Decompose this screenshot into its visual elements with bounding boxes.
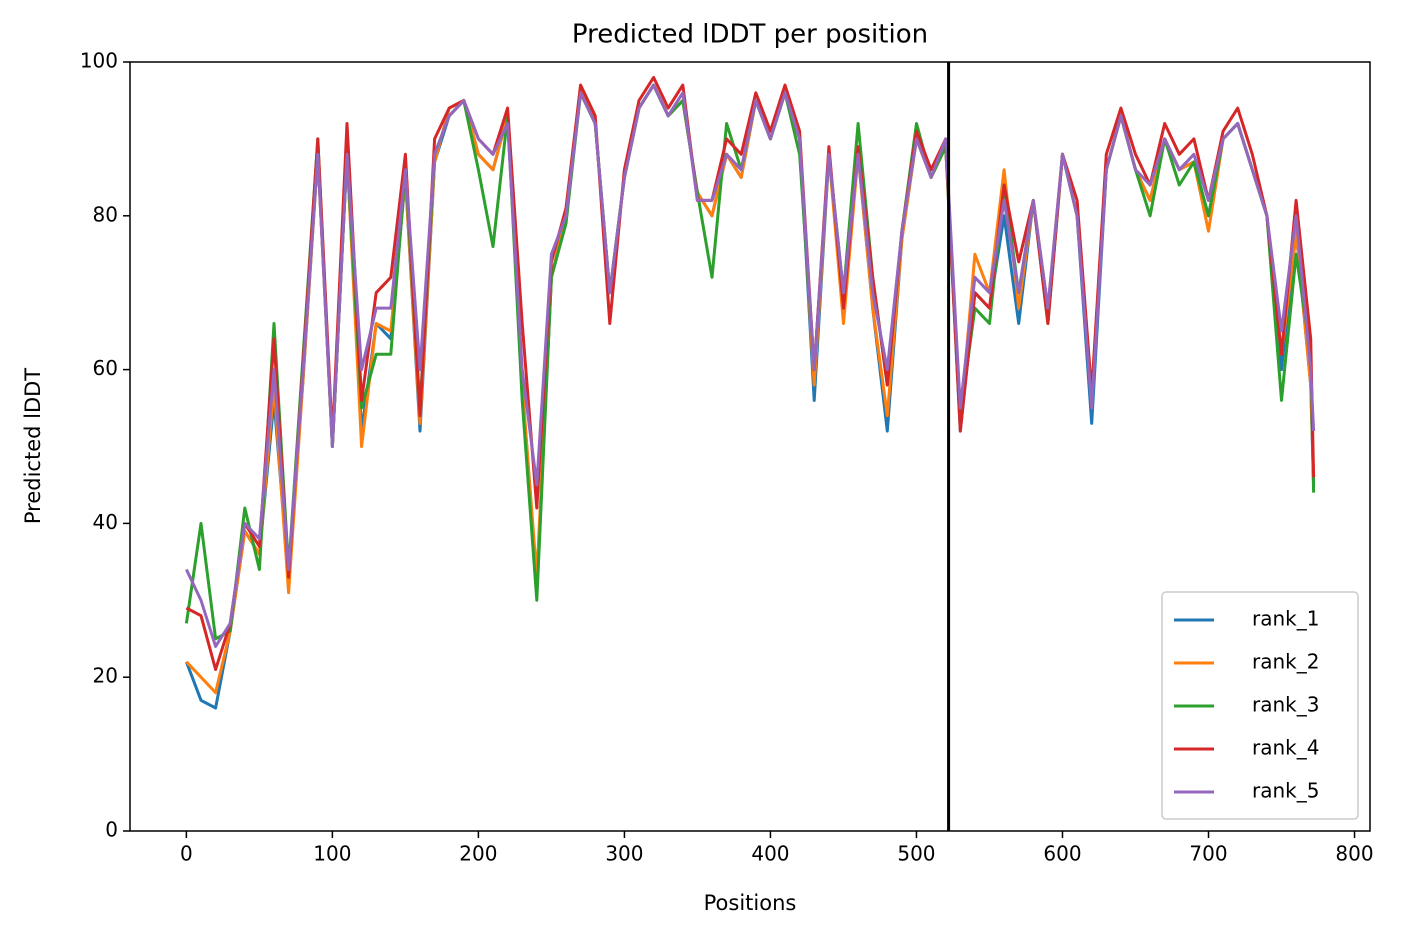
x-tick-label: 100	[313, 842, 351, 866]
legend-label: rank_4	[1252, 736, 1319, 760]
series-line	[185, 75, 1316, 671]
legend-label: rank_1	[1252, 607, 1319, 631]
legend-box	[1161, 591, 1359, 820]
series-line	[185, 83, 1316, 648]
y-tick-label: 100	[80, 49, 118, 73]
chart-title: Predicted lDDT per position	[572, 20, 928, 50]
plot-frame	[129, 61, 1371, 832]
legend-label: rank_3	[1252, 693, 1319, 717]
x-tick-label: 700	[1189, 842, 1227, 866]
y-axis-label: Predicted lDDT	[21, 368, 45, 524]
x-tick-label: 300	[605, 842, 643, 866]
x-axis-label: Positions	[704, 891, 797, 915]
y-tick-label: 80	[93, 202, 118, 226]
y-tick-label: 40	[93, 510, 118, 534]
x-tick-label: 200	[459, 842, 497, 866]
x-tick-label: 0	[180, 842, 193, 866]
y-tick-label: 20	[93, 664, 118, 688]
x-tick-label: 500	[897, 842, 935, 866]
x-tick-label: 600	[1043, 842, 1081, 866]
y-tick-label: 60	[93, 356, 118, 380]
series-line	[184, 83, 1316, 641]
x-tick-label: 400	[751, 842, 789, 866]
legend-label: rank_5	[1252, 779, 1319, 803]
legend-label: rank_2	[1252, 650, 1319, 674]
x-tick-label: 800	[1335, 842, 1373, 866]
y-tick-label: 0	[105, 818, 118, 842]
